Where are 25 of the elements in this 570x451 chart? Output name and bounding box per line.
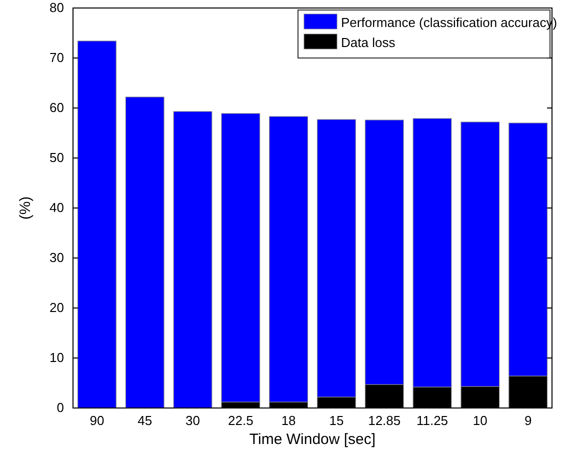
y-tick-label: 30 (50, 250, 64, 266)
y-tick-label: 40 (50, 200, 64, 216)
y-tick-label: 60 (50, 100, 64, 116)
y-tick-label: 80 (50, 0, 64, 16)
y-tick-label: 10 (50, 350, 64, 366)
x-tick-label: 10 (472, 413, 488, 428)
bar (173, 111, 212, 408)
y-tick-label: 50 (50, 150, 64, 166)
bar (77, 40, 116, 408)
x-tick-label: 22.5 (228, 413, 254, 428)
y-tick-label: 70 (50, 50, 64, 66)
x-tick-label: 15 (329, 413, 344, 428)
x-tick-label: 45 (138, 413, 152, 428)
x-tick-label: 9 (524, 413, 532, 428)
legend-label: Data loss (341, 35, 396, 50)
x-tick-label: 18 (281, 413, 296, 428)
bar (125, 96, 164, 408)
x-axis-title: Time Window [sec] (249, 431, 376, 448)
y-tick-label: 20 (50, 300, 64, 316)
x-tick-label: 90 (90, 413, 104, 428)
y-tick-label: 0 (56, 400, 64, 416)
y-axis-title: (%) (17, 196, 34, 220)
x-tick-label: 11.25 (416, 413, 448, 428)
x-tick-label: 12.85 (368, 413, 401, 428)
x-tick-label: 30 (186, 413, 200, 428)
